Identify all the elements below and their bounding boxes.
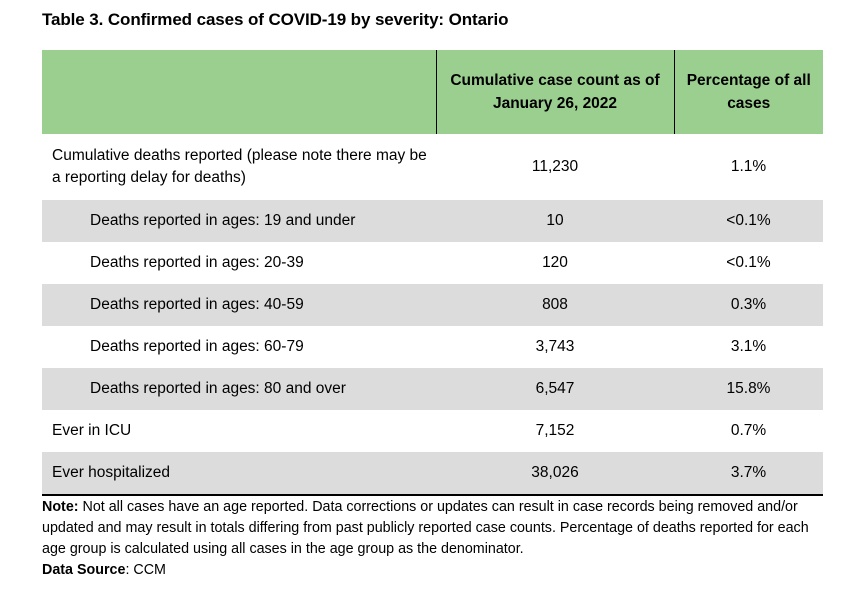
row-label: Cumulative deaths reported (please note … bbox=[52, 147, 427, 186]
source-label: Data Source bbox=[42, 562, 126, 578]
row-count: 10 bbox=[436, 200, 674, 242]
page-title: Table 3. Confirmed cases of COVID-19 by … bbox=[42, 10, 509, 29]
table-row: Ever hospitalized 38,026 3.7% bbox=[42, 452, 823, 496]
row-label: Ever in ICU bbox=[52, 422, 132, 439]
row-count: 7,152 bbox=[535, 422, 575, 439]
severity-table: Cumulative case count as of January 26, … bbox=[42, 50, 823, 496]
row-percentage: 0.3% bbox=[674, 284, 823, 326]
table-row: Deaths reported in ages: 80 and over 6,5… bbox=[42, 368, 823, 410]
header-percentage: Percentage of all cases bbox=[674, 50, 823, 134]
table-row: Deaths reported in ages: 40-59 808 0.3% bbox=[42, 284, 823, 326]
table-row: Deaths reported in ages: 19 and under 10… bbox=[42, 200, 823, 242]
row-percentage: 15.8% bbox=[674, 368, 823, 410]
table-row: Deaths reported in ages: 20-39 120 <0.1% bbox=[42, 242, 823, 284]
data-source: Data Source: CCM bbox=[42, 560, 822, 581]
row-percentage: <0.1% bbox=[726, 254, 771, 271]
header-empty bbox=[42, 50, 436, 134]
header-case-count: Cumulative case count as of January 26, … bbox=[435, 50, 675, 134]
row-label: Deaths reported in ages: 20-39 bbox=[90, 254, 304, 271]
row-label: Deaths reported in ages: 60-79 bbox=[90, 338, 304, 355]
row-count: 120 bbox=[542, 254, 568, 271]
table-footnote: Note: Not all cases have an age reported… bbox=[42, 497, 822, 581]
note-text: Not all cases have an age reported. Data… bbox=[42, 499, 809, 557]
row-count: 808 bbox=[436, 284, 674, 326]
row-percentage: 1.1% bbox=[730, 158, 767, 175]
table-row: Cumulative deaths reported (please note … bbox=[42, 134, 823, 200]
row-count: 3,743 bbox=[535, 338, 575, 355]
row-count: 38,026 bbox=[436, 452, 674, 496]
row-percentage: <0.1% bbox=[674, 200, 823, 242]
table-row: Ever in ICU 7,152 0.7% bbox=[42, 410, 823, 452]
row-label: Deaths reported in ages: 19 and under bbox=[42, 200, 436, 242]
table-header-row: Cumulative case count as of January 26, … bbox=[42, 50, 823, 134]
table-row: Deaths reported in ages: 60-79 3,743 3.1… bbox=[42, 326, 823, 368]
source-text: : CCM bbox=[125, 562, 166, 578]
row-percentage: 3.7% bbox=[674, 452, 823, 496]
row-percentage: 3.1% bbox=[730, 338, 767, 355]
row-count: 11,230 bbox=[531, 158, 579, 175]
row-percentage: 0.7% bbox=[730, 422, 767, 439]
row-label: Deaths reported in ages: 40-59 bbox=[42, 284, 436, 326]
note-paragraph: Note: Not all cases have an age reported… bbox=[42, 497, 822, 560]
row-label: Ever hospitalized bbox=[42, 452, 436, 496]
note-label: Note: bbox=[42, 499, 79, 515]
row-count: 6,547 bbox=[436, 368, 674, 410]
row-label: Deaths reported in ages: 80 and over bbox=[42, 368, 436, 410]
